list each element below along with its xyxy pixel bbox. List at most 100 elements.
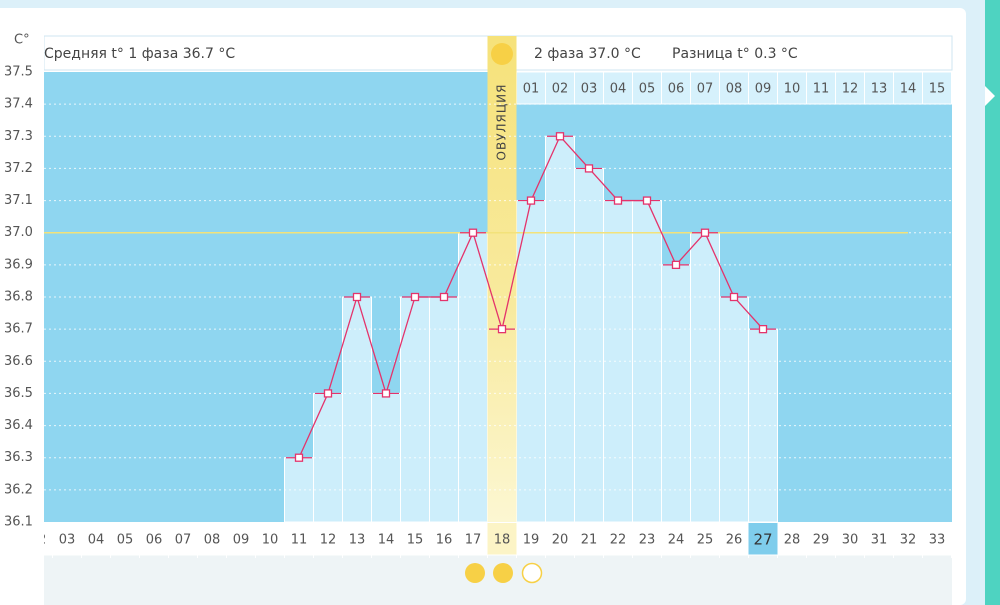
phase2-day: 03 xyxy=(581,82,598,97)
bottom-cell xyxy=(835,554,865,558)
y-tick-label: 37.0 xyxy=(4,225,33,240)
dot[interactable] xyxy=(465,563,485,583)
x-tick-label: 25 xyxy=(697,533,714,548)
column xyxy=(574,167,604,523)
x-tick-label: 19 xyxy=(523,533,540,548)
bottom-cell xyxy=(110,554,140,558)
point xyxy=(729,292,739,302)
bottom-cell xyxy=(864,554,894,558)
column xyxy=(400,296,430,523)
x-tick-label: 03 xyxy=(59,533,76,548)
bottom-cell xyxy=(777,554,807,558)
x-tick-label: 18 xyxy=(494,533,511,548)
dot[interactable] xyxy=(493,563,513,583)
bottom-cell xyxy=(922,554,952,558)
y-tick-label: 37.4 xyxy=(4,97,33,112)
y-tick-label: 36.5 xyxy=(4,386,33,401)
x-tick-label: 10 xyxy=(262,533,279,548)
ovulation-label: ОВУЛЯЦИЯ xyxy=(495,84,509,161)
bottom-cell xyxy=(574,554,604,558)
x-tick-label: 24 xyxy=(668,533,685,548)
side-strip xyxy=(985,0,1000,605)
x-tick-label: 17 xyxy=(465,533,482,548)
phase2-cell xyxy=(748,71,778,105)
phase2-text: 2 фаза 37.0 °C xyxy=(534,46,641,62)
bottom-cell xyxy=(284,554,314,558)
x-tick-label: 32 xyxy=(900,533,917,548)
phase2-cell xyxy=(632,71,662,105)
ovulation-column xyxy=(487,36,517,522)
x-tick-label: 20 xyxy=(552,533,569,548)
point xyxy=(323,389,333,398)
bottom-cell xyxy=(632,554,662,558)
point xyxy=(758,324,768,334)
y-tick-label: 36.8 xyxy=(4,290,33,305)
point xyxy=(671,260,681,270)
phase2-cell xyxy=(719,71,749,105)
bottom-cell xyxy=(52,554,82,558)
x-tick-label: 14 xyxy=(378,533,395,548)
point xyxy=(497,324,507,334)
x-tick-label: 09 xyxy=(233,533,250,548)
column xyxy=(690,232,720,523)
x-tick-label: 06 xyxy=(146,533,163,548)
y-tick-label: 37.2 xyxy=(4,161,33,176)
column xyxy=(748,328,778,523)
point xyxy=(642,196,652,205)
x-tick-label: 22 xyxy=(610,533,627,548)
x-tick-label: 13 xyxy=(349,533,366,548)
column xyxy=(632,200,662,523)
phase2-day: 11 xyxy=(813,82,830,97)
bottom-cell xyxy=(255,554,285,558)
x-tick-label: 08 xyxy=(204,533,221,548)
x-tick-label: 31 xyxy=(871,533,888,548)
phase2-cell xyxy=(922,71,952,105)
dot[interactable] xyxy=(521,562,543,584)
bottom-cell xyxy=(371,554,401,558)
phase2-day: 10 xyxy=(784,82,801,97)
bottom-cell xyxy=(458,554,488,558)
phase2-day: 09 xyxy=(755,82,772,97)
phase2-day: 02 xyxy=(552,82,569,97)
phase2-cell xyxy=(603,71,633,105)
x-tick-label: 05 xyxy=(117,533,134,548)
axis-strip xyxy=(0,8,44,605)
y-tick-label: 36.9 xyxy=(4,257,33,272)
x-tick-label: 30 xyxy=(842,533,859,548)
y-tick-label: 36.1 xyxy=(4,515,33,530)
phase2-day: 05 xyxy=(639,82,656,97)
bottom-cell xyxy=(197,554,227,558)
highlight-cell xyxy=(748,523,778,555)
arrow[interactable] xyxy=(985,86,995,106)
bottom-cell xyxy=(313,554,343,558)
column xyxy=(313,392,343,523)
bottom-cell xyxy=(429,554,459,558)
phase2-day: 04 xyxy=(610,82,627,97)
x-tick-label: 02 xyxy=(30,533,47,548)
y-tick-label: 36.7 xyxy=(4,322,33,337)
y-tick-label: 37.3 xyxy=(4,129,33,144)
phase2-day: 13 xyxy=(871,82,888,97)
bottom-cell xyxy=(81,554,111,558)
bottom-cell xyxy=(342,554,372,558)
column xyxy=(458,232,488,523)
column xyxy=(719,296,749,523)
point xyxy=(381,389,391,398)
bottom-cell xyxy=(719,554,749,558)
bottom-cell xyxy=(139,554,169,558)
x-tick-label: 12 xyxy=(320,533,337,548)
ovulation-sun xyxy=(491,43,513,65)
x-tick-label: 07 xyxy=(175,533,192,548)
point xyxy=(584,164,594,173)
x-tick-label: 11 xyxy=(291,533,308,548)
y-tick-label: 36.6 xyxy=(4,354,33,369)
x-tick-label: 29 xyxy=(813,533,830,548)
bottom-cell xyxy=(806,554,836,558)
bottom-cell xyxy=(487,554,517,558)
x-tick-label: 21 xyxy=(581,533,598,548)
point xyxy=(555,132,565,141)
phase2-cell xyxy=(806,71,836,105)
y-tick-label: 37.5 xyxy=(4,65,33,80)
bottom-cell xyxy=(226,554,256,558)
